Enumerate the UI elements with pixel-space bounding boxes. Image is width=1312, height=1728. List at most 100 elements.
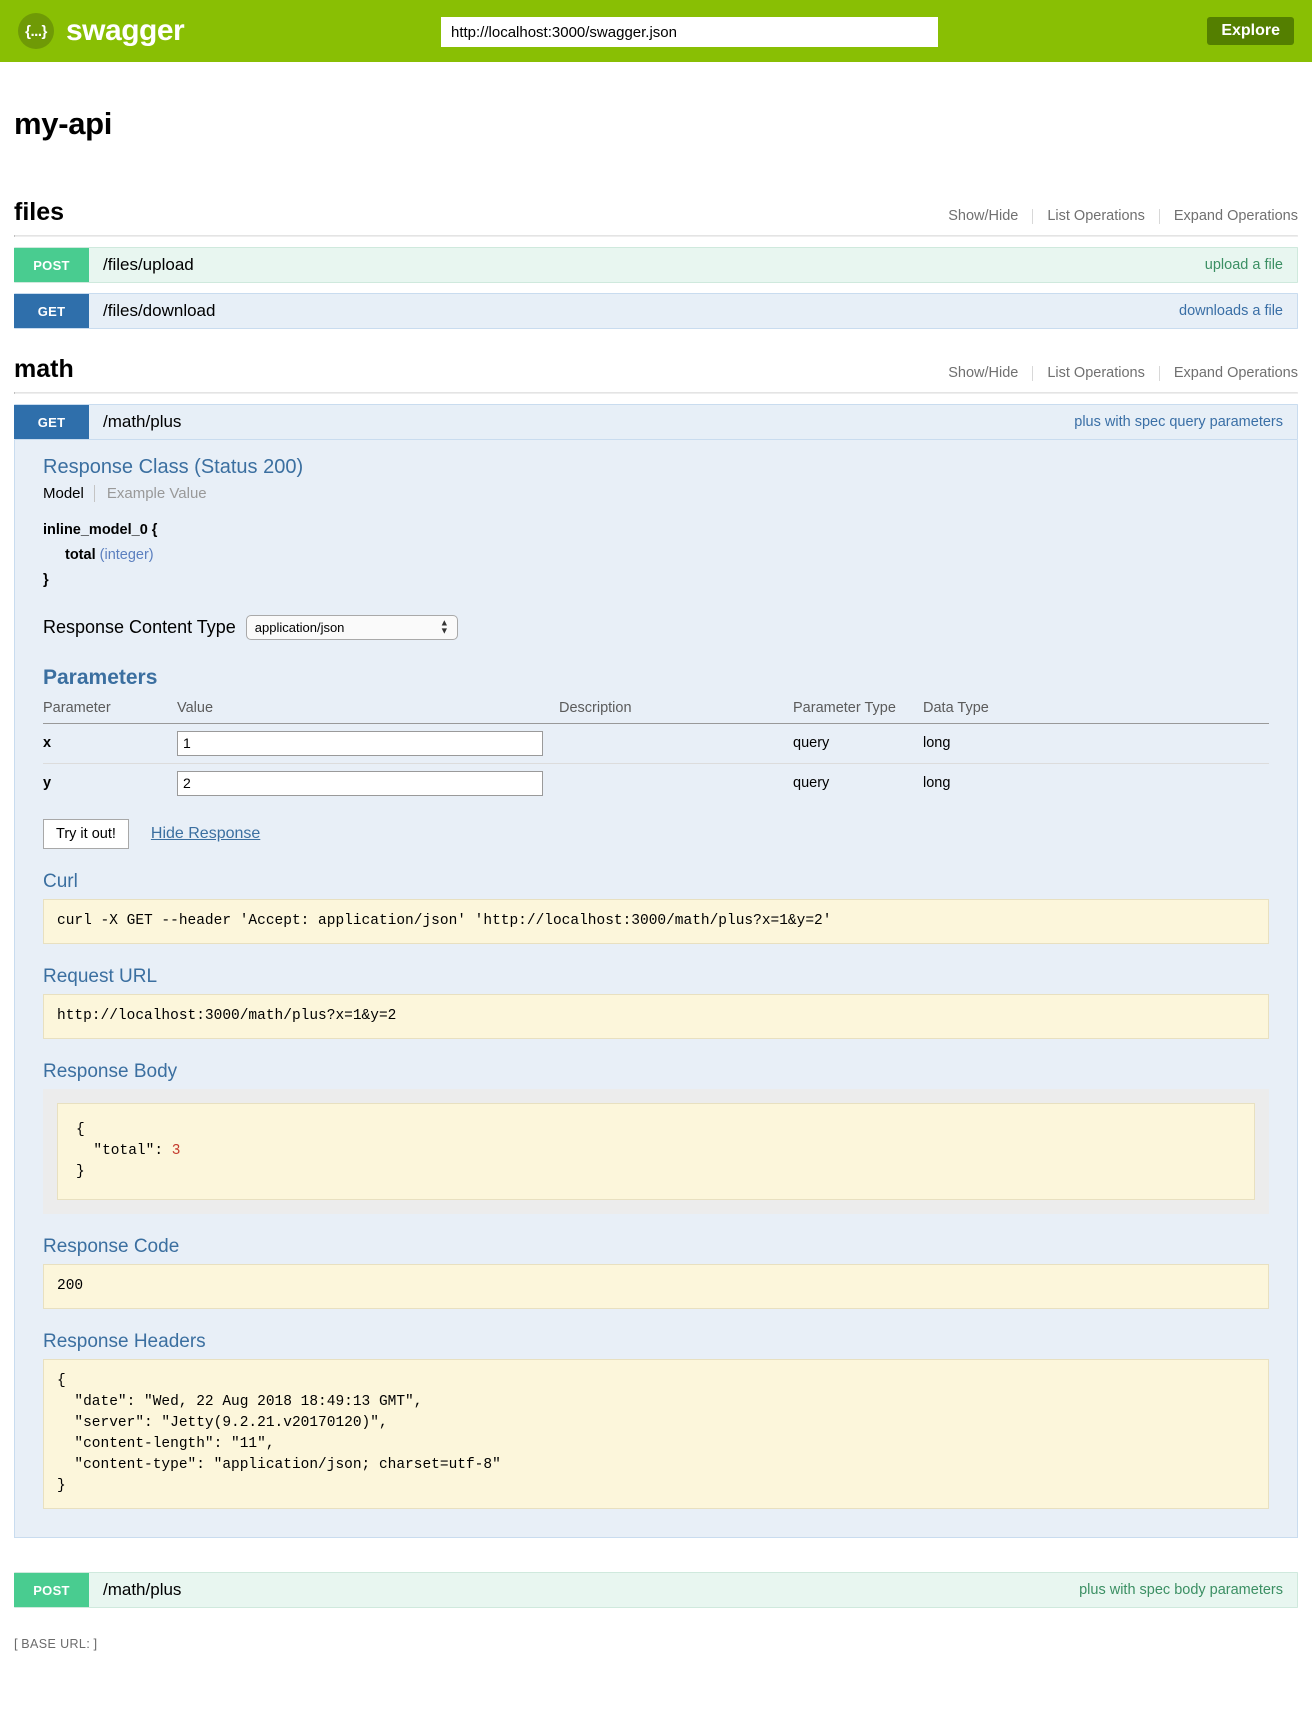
- footer-close-bracket: ]: [93, 1636, 98, 1651]
- tab-divider: [93, 485, 95, 502]
- resource-options-math: Show/Hide List Operations Expand Operati…: [934, 365, 1298, 381]
- brand: {...} swagger: [18, 13, 185, 49]
- swagger-braces-icon: {...}: [18, 13, 54, 49]
- request-url-heading: Request URL: [43, 965, 158, 987]
- table-row: y query long: [43, 763, 1269, 803]
- list-operations-link-files[interactable]: List Operations: [1047, 208, 1145, 224]
- th-data-type: Data Type: [923, 697, 1269, 724]
- select-arrows-icon: ▲ ▼: [439, 617, 449, 636]
- response-code-value: 200: [43, 1263, 1269, 1309]
- param-datatype-y: long: [923, 775, 951, 792]
- option-divider: [1032, 365, 1034, 381]
- base-url-label: BASE URL: [21, 1637, 87, 1651]
- method-badge-get: GET: [14, 405, 89, 439]
- option-divider: [1158, 365, 1160, 381]
- response-content-type-select[interactable]: application/json ▲ ▼: [245, 614, 458, 640]
- page-footer: [ BASE URL: ]: [14, 1630, 1298, 1669]
- operation-body[interactable]: /files/download downloads a file: [89, 294, 1297, 328]
- try-it-out-button[interactable]: Try it out!: [43, 818, 129, 849]
- brand-name: swagger: [66, 14, 185, 47]
- param-value-cell-x: [177, 723, 559, 764]
- swagger-topbar: {...} swagger Explore: [0, 0, 1312, 62]
- response-content-type-value: application/json: [254, 619, 345, 635]
- operation-path: /files/upload: [103, 255, 194, 274]
- divider: [14, 392, 1298, 394]
- expand-operations-link-math[interactable]: Expand Operations: [1173, 365, 1298, 381]
- operation-path: /math/plus: [103, 412, 182, 431]
- param-description-x: [559, 723, 793, 764]
- operation-summary[interactable]: plus with spec query parameters: [1074, 414, 1283, 430]
- json-value-total: 3: [171, 1142, 181, 1159]
- response-body-heading: Response Body: [43, 1060, 178, 1082]
- operation-post-files-upload[interactable]: POST /files/upload upload a file: [14, 247, 1298, 283]
- spec-url-input[interactable]: [441, 17, 938, 47]
- curl-command: curl -X GET --header 'Accept: applicatio…: [43, 898, 1269, 944]
- parameters-heading: Parameters: [43, 665, 158, 689]
- operation-header[interactable]: GET /math/plus plus with spec query para…: [14, 404, 1298, 440]
- model-property-type: (integer): [99, 546, 154, 563]
- resource-options-files: Show/Hide List Operations Expand Operati…: [934, 208, 1298, 224]
- operation-header[interactable]: POST /math/plus plus with spec body para…: [14, 1572, 1298, 1608]
- response-headers-value: { "date": "Wed, 22 Aug 2018 18:49:13 GMT…: [43, 1358, 1269, 1509]
- model-close-brace: }: [43, 571, 49, 588]
- resource-header-files: files Show/Hide List Operations Expand O…: [14, 198, 1298, 235]
- operation-header[interactable]: POST /files/upload upload a file: [14, 247, 1298, 283]
- operation-summary[interactable]: downloads a file: [1179, 303, 1283, 319]
- response-body-container: { "total": 3 }: [43, 1088, 1269, 1214]
- json-open-brace: {: [76, 1121, 85, 1138]
- option-divider: [1032, 208, 1034, 224]
- th-value: Value: [177, 697, 559, 724]
- api-title: my-api: [14, 106, 113, 141]
- operation-post-math-plus[interactable]: POST /math/plus plus with spec body para…: [14, 1572, 1298, 1608]
- param-datatype-x: long: [923, 723, 1269, 764]
- operation-header[interactable]: GET /files/download downloads a file: [14, 293, 1298, 329]
- json-close-brace: }: [76, 1163, 85, 1180]
- operation-path: /math/plus: [103, 1580, 182, 1599]
- model-property-row: total (integer): [43, 543, 1269, 568]
- operation-summary[interactable]: plus with spec body parameters: [1079, 1582, 1283, 1598]
- resource-header-math: math Show/Hide List Operations Expand Op…: [14, 355, 1298, 392]
- param-name-y: y: [43, 775, 52, 792]
- show-hide-link-files[interactable]: Show/Hide: [948, 208, 1019, 224]
- model-property-name: total: [65, 546, 96, 563]
- hide-response-link[interactable]: Hide Response: [150, 824, 261, 842]
- resource-name-math: math: [14, 355, 74, 383]
- operation-body[interactable]: /files/upload upload a file: [89, 248, 1297, 282]
- model-name: inline_model_0 {: [43, 522, 158, 538]
- method-badge-post: POST: [14, 1573, 89, 1607]
- param-value-cell-y: [177, 763, 559, 803]
- response-class-heading: Response Class (Status 200): [43, 456, 304, 478]
- operation-summary[interactable]: upload a file: [1204, 257, 1283, 273]
- param-name-x: x: [43, 723, 177, 764]
- operation-path: /files/download: [103, 301, 216, 320]
- list-operations-link-math[interactable]: List Operations: [1047, 365, 1145, 381]
- model-signature: inline_model_0 { total (integer) }: [43, 518, 1269, 593]
- footer-colon: :: [86, 1636, 90, 1651]
- param-type-x: query: [793, 723, 923, 764]
- expand-operations-link-files[interactable]: Expand Operations: [1173, 208, 1298, 224]
- param-input-y[interactable]: [177, 770, 543, 796]
- explore-button[interactable]: Explore: [1207, 17, 1294, 45]
- operation-body[interactable]: /math/plus plus with spec query paramete…: [89, 405, 1297, 439]
- model-tabs: Model Example Value: [43, 485, 1269, 502]
- operation-actions: Try it out! Hide Response: [43, 818, 1269, 849]
- parameters-table: Parameter Value Description Parameter Ty…: [43, 697, 1269, 803]
- param-input-x[interactable]: [177, 730, 543, 756]
- method-badge-post: POST: [14, 248, 89, 282]
- param-description-y: [559, 763, 793, 803]
- param-type-y: query: [793, 775, 830, 792]
- show-hide-link-math[interactable]: Show/Hide: [948, 365, 1019, 381]
- tab-example-value[interactable]: Example Value: [106, 485, 207, 502]
- tab-model[interactable]: Model: [43, 485, 84, 502]
- operation-get-math-plus[interactable]: GET /math/plus plus with spec query para…: [14, 404, 1298, 440]
- table-row: x query long: [43, 723, 1269, 764]
- th-description: Description: [559, 697, 793, 724]
- th-parameter-type: Parameter Type: [793, 697, 923, 724]
- method-badge-get: GET: [14, 294, 89, 328]
- response-headers-heading: Response Headers: [43, 1330, 206, 1352]
- footer-open-bracket: [: [14, 1636, 18, 1651]
- operation-body[interactable]: /math/plus plus with spec body parameter…: [89, 1573, 1297, 1607]
- operation-get-files-download[interactable]: GET /files/download downloads a file: [14, 293, 1298, 329]
- request-url-value: http://localhost:3000/math/plus?x=1&y=2: [43, 993, 1269, 1039]
- response-code-heading: Response Code: [43, 1235, 180, 1257]
